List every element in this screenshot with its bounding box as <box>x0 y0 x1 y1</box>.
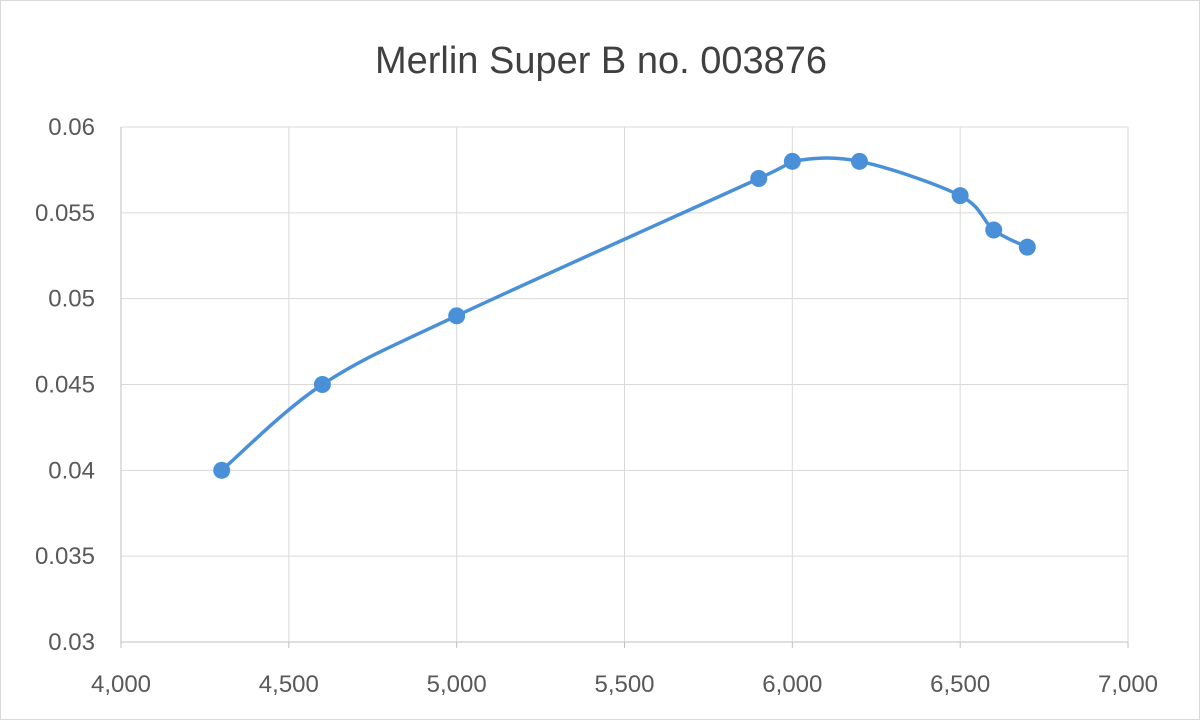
data-series <box>219 156 1030 473</box>
x-tick-label: 5,000 <box>427 671 487 698</box>
chart-title: Merlin Super B no. 003876 <box>375 40 827 82</box>
data-point <box>313 376 331 393</box>
y-tick-label: 0.06 <box>48 114 95 141</box>
data-point <box>850 152 868 170</box>
data-point <box>985 221 1003 239</box>
data-markers <box>213 152 1036 479</box>
x-tick-label: 6,000 <box>762 671 822 698</box>
y-tick-label: 0.03 <box>48 629 95 656</box>
data-point <box>783 152 801 170</box>
y-tick-label: 0.035 <box>35 543 95 570</box>
y-tick-label: 0.05 <box>48 286 95 313</box>
x-tick-label: 4,000 <box>91 671 151 698</box>
series-line <box>219 156 1030 473</box>
x-tick-label: 4,500 <box>259 671 319 698</box>
y-tick-label: 0.04 <box>48 457 95 484</box>
x-tick-label: 7,000 <box>1098 671 1158 698</box>
x-tick-label: 5,500 <box>594 671 654 698</box>
data-point <box>448 307 466 325</box>
gridlines <box>120 126 1129 643</box>
data-point <box>750 170 768 187</box>
y-tick-label: 0.045 <box>35 372 95 399</box>
x-tick-label: 6,500 <box>930 671 990 698</box>
axes: 0.03 0.035 0.04 0.045 0.05 0.055 0.06 4,000 4,50… <box>35 114 1158 698</box>
data-point <box>951 187 969 205</box>
y-tick-label: 0.055 <box>35 200 95 227</box>
data-point <box>213 461 231 479</box>
data-point <box>1018 238 1036 256</box>
